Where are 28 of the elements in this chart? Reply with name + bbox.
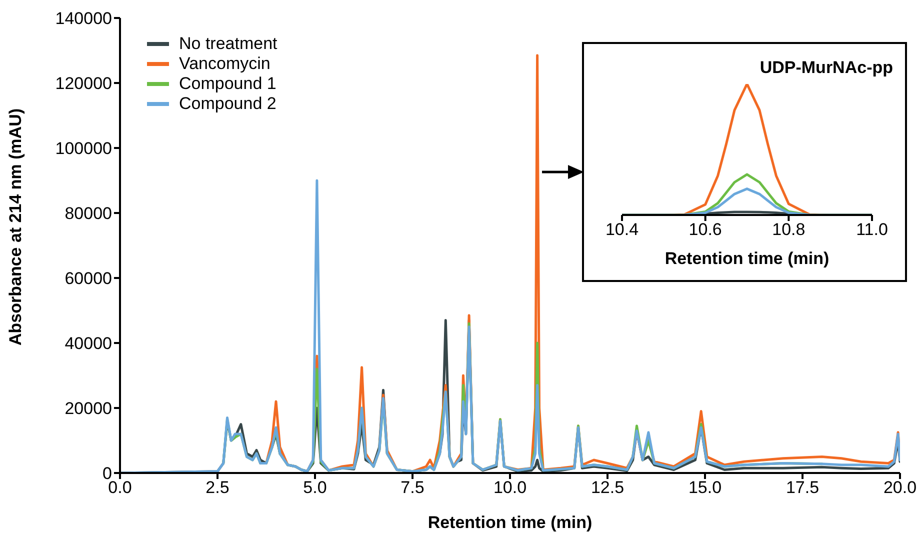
x-tick-label: 10.6 [688,220,722,240]
chart-title: UDP-MurNAc-pp [760,58,893,78]
x-tick-label: 17.5 [786,478,820,498]
x-tick-label: 20.0 [883,478,917,498]
x-tick-label: 10.4 [605,220,639,240]
x-tick-label: 10.0 [493,478,527,498]
x-tick-label: 5.0 [303,478,327,498]
legend-label: Compound 1 [179,74,276,94]
x-tick-label: 10.8 [772,220,806,240]
y-tick-label: 40000 [64,334,112,354]
x-tick-label: 0.0 [108,478,132,498]
legend-label: Vancomycin [179,54,270,74]
x-axis-title: Retention time (min) [664,249,830,268]
legend-label: Compound 2 [179,94,276,114]
x-tick-label: 15.0 [688,478,722,498]
y-tick-label: 120000 [55,74,112,94]
x-tick-label: 12.5 [590,478,624,498]
y-tick-label: 20000 [64,399,112,418]
legend-label: No treatment [179,34,278,54]
y-axis-title: Absorbance at 214 nm (mAU) [6,108,26,346]
x-tick-label: 11.0 [856,220,888,240]
x-tick-label: 2.5 [206,478,230,498]
x-tick-label: 7.5 [400,478,424,498]
y-tick-label: 60000 [64,269,112,288]
y-tick-label: 80000 [64,204,112,224]
y-tick-label: 100000 [55,139,112,158]
x-axis-title: Retention time (min) [428,513,592,532]
y-tick-label: 140000 [55,9,112,28]
